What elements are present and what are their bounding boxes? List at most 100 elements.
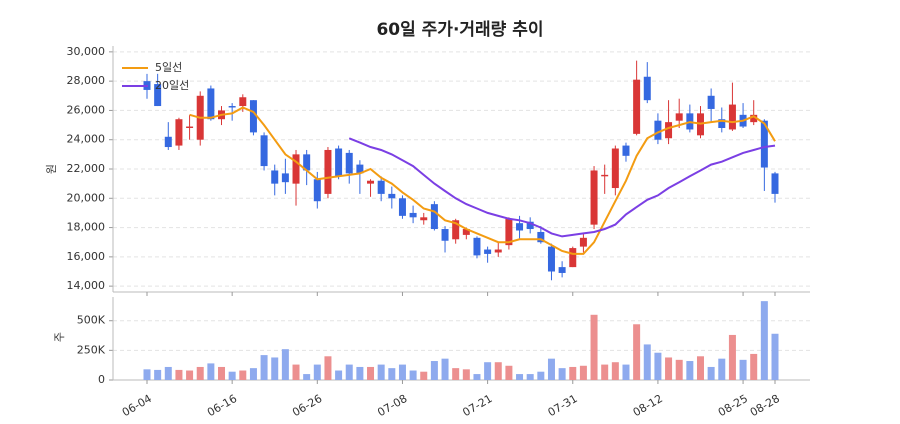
candle-body	[760, 120, 768, 168]
volume-bar	[281, 349, 289, 380]
volume-bar	[409, 370, 417, 380]
candle-body	[505, 218, 513, 246]
candle-body	[356, 164, 364, 174]
candle-body	[164, 136, 172, 148]
volume-bar	[388, 368, 396, 380]
x-tick-label: 06-04	[120, 392, 154, 419]
volume-bar	[207, 363, 215, 380]
y-tick-label: 18,000	[67, 221, 106, 234]
volume-bar	[420, 371, 428, 380]
x-tick-label: 08-12	[631, 392, 665, 419]
volume-bar	[675, 359, 683, 380]
volume-bar	[569, 366, 577, 380]
candle-body	[335, 148, 343, 177]
candle-body	[207, 88, 215, 120]
candle-body	[601, 174, 609, 177]
candle-body	[526, 221, 534, 230]
candle-body	[388, 193, 396, 199]
candle-body	[590, 170, 598, 225]
volume-bar	[462, 369, 470, 380]
candle-body	[430, 204, 438, 230]
candle-body	[558, 267, 566, 273]
candle-body	[750, 114, 758, 123]
volume-bar	[558, 368, 566, 380]
volume-bar	[218, 366, 226, 380]
candle-body	[654, 120, 662, 140]
volume-bar	[164, 366, 172, 380]
candle-body	[707, 95, 715, 109]
y-tick-label: 250K	[77, 343, 106, 356]
volume-bar	[452, 368, 460, 380]
x-tick-label: 06-26	[290, 392, 324, 419]
y-tick-label: 28,000	[67, 74, 106, 87]
volume-bar	[760, 301, 768, 380]
legend-label: 5일선	[155, 60, 182, 74]
candle-body	[367, 180, 375, 184]
candle-body	[622, 145, 630, 156]
candle-body	[324, 149, 332, 194]
candle-body	[569, 248, 577, 268]
volume-bar	[473, 374, 481, 380]
volume-bar	[750, 353, 758, 380]
volume-bar	[771, 333, 779, 380]
y-tick-label: 26,000	[67, 103, 106, 116]
ma-line	[189, 106, 776, 255]
candle-body	[728, 104, 736, 130]
volume-bar	[377, 364, 385, 380]
x-tick-label: 06-16	[205, 392, 239, 419]
volume-bar	[579, 365, 587, 380]
candle-body	[239, 97, 247, 107]
candle-body	[484, 249, 492, 254]
candle-body	[611, 148, 619, 189]
volume-bar	[143, 369, 151, 380]
volume-bar	[430, 361, 438, 380]
volume-bar	[154, 369, 162, 380]
volume-bar	[516, 374, 524, 380]
volume-bar	[526, 374, 534, 380]
candle-body	[420, 217, 428, 221]
volume-bar	[303, 374, 311, 380]
y-tick-label: 0	[98, 373, 105, 386]
volume-bar	[686, 361, 694, 380]
candle-body	[249, 100, 257, 133]
y-tick-label: 30,000	[67, 45, 106, 58]
candle-body	[537, 231, 545, 243]
x-tick-label: 07-21	[460, 392, 494, 419]
candle-body	[633, 79, 641, 134]
volume-bar	[643, 344, 651, 380]
volume-bar	[505, 365, 513, 380]
candle-body	[579, 237, 587, 247]
volume-bar	[718, 358, 726, 380]
volume-bar	[739, 359, 747, 380]
volume-bar	[335, 370, 343, 380]
volume-bar	[196, 366, 204, 380]
y-tick-label: 20,000	[67, 191, 106, 204]
candle-body	[675, 113, 683, 121]
x-tick-label: 08-25	[716, 392, 750, 419]
volume-bar	[271, 357, 279, 380]
volume-bar	[547, 358, 555, 380]
x-tick-label: 07-08	[375, 392, 409, 419]
volume-bar	[654, 352, 662, 380]
volume-bar	[611, 362, 619, 380]
volume-bar	[398, 364, 406, 380]
volume-bar	[228, 371, 236, 380]
y-tick-label: 16,000	[67, 250, 106, 263]
volume-bar	[249, 368, 257, 380]
candle-body	[516, 223, 524, 231]
volume-bar	[537, 371, 545, 380]
volume-bar	[728, 334, 736, 380]
candle-body	[377, 180, 385, 194]
volume-bar	[324, 356, 332, 380]
candle-body	[462, 229, 470, 235]
volume-bar	[696, 356, 704, 380]
y-axis-label: 원	[45, 164, 58, 174]
candle-body	[281, 173, 289, 183]
volume-bar	[313, 364, 321, 380]
candle-body	[303, 154, 311, 171]
candle-body	[186, 126, 194, 128]
y-tick-label: 24,000	[67, 133, 106, 146]
candle-body	[452, 220, 460, 240]
candle-body	[271, 170, 279, 184]
candle-body	[665, 122, 673, 139]
